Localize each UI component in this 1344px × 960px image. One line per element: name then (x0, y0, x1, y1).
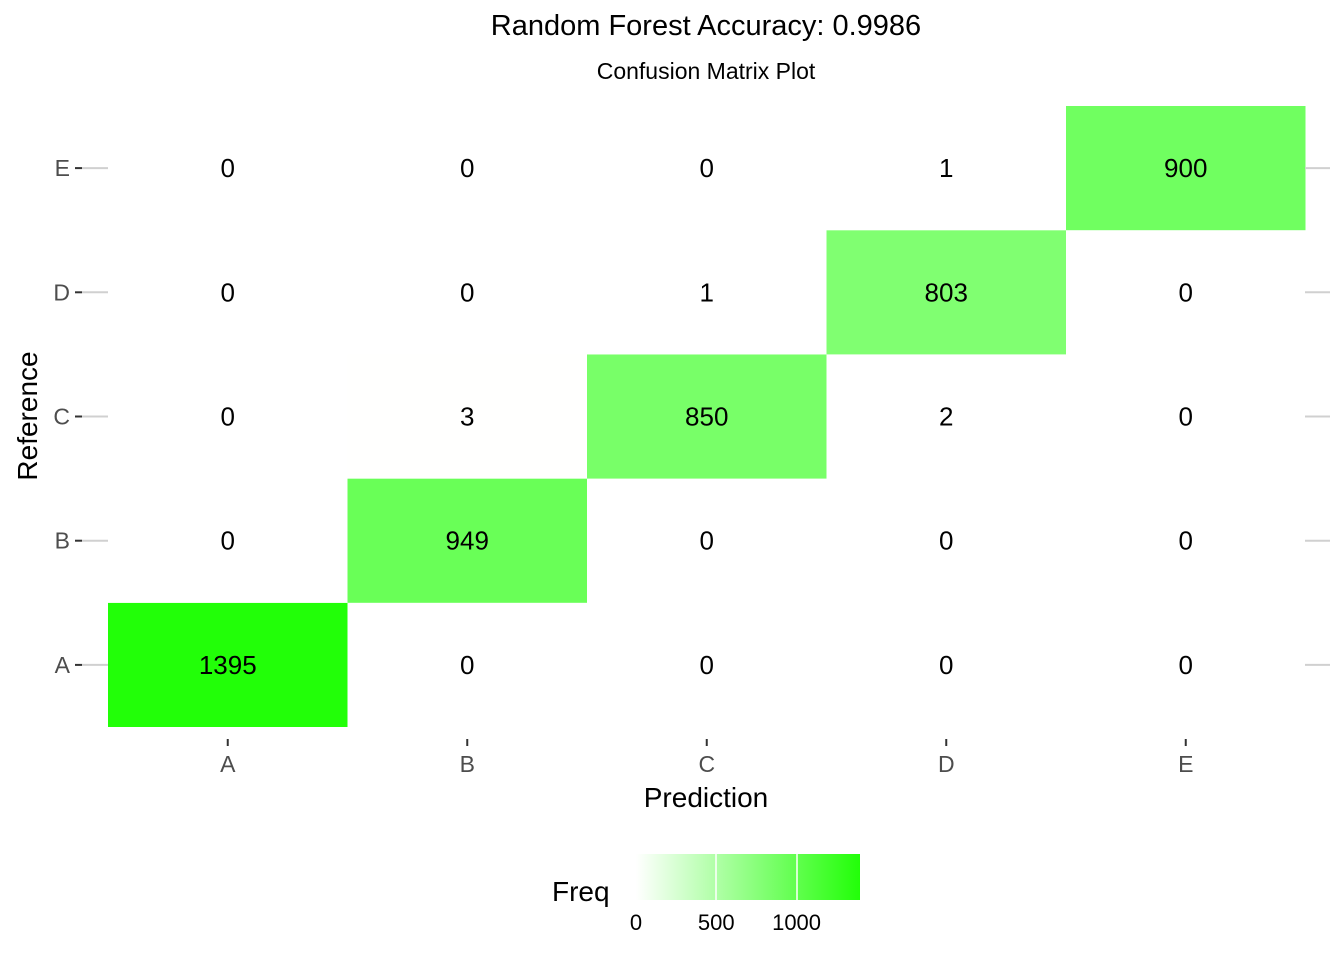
heatmap-cell (826, 230, 1066, 355)
cell-value-label: 0 (460, 650, 474, 680)
cell-value-label: 0 (700, 153, 714, 183)
legend-tick-label: 500 (697, 910, 735, 935)
legend-tick-label: 0 (629, 910, 643, 935)
y-tick-label: D (53, 279, 70, 305)
heatmap-cell (108, 602, 348, 727)
x-tick-label: C (698, 751, 715, 777)
heatmap-cell (587, 602, 827, 727)
x-tick-label: B (460, 751, 475, 777)
cell-value-label: 0 (460, 277, 474, 307)
heatmap-cell (1066, 478, 1306, 603)
heatmap-cell (826, 106, 1066, 231)
heatmap-cell (1066, 602, 1306, 727)
cell-value-label: 0 (1179, 277, 1193, 307)
cell-value-label: 0 (1179, 402, 1193, 432)
heatmap-cell (826, 354, 1066, 479)
cell-value-label: 2 (939, 402, 953, 432)
y-tick-label: A (55, 652, 71, 678)
heatmap-cell (108, 478, 348, 603)
cell-value-label: 949 (446, 526, 489, 556)
cells-layer (108, 106, 1306, 727)
heatmap-cell (1066, 354, 1306, 479)
heatmap-cell (347, 602, 587, 727)
legend-tick-mark (795, 854, 798, 900)
cell-value-label: 0 (939, 526, 953, 556)
y-tick-label: B (55, 528, 70, 554)
heatmap-cell (347, 106, 587, 231)
cell-value-label: 0 (221, 153, 235, 183)
x-axis-label: Prediction (643, 782, 769, 813)
legend-title: Freq (552, 876, 610, 907)
chart-subtitle: Confusion Matrix Plot (596, 58, 816, 84)
legend-tick-mark (715, 854, 718, 900)
cell-value-label: 803 (925, 277, 968, 307)
heatmap-cell (587, 354, 827, 479)
y-tick-label: E (55, 155, 70, 181)
axes-layer: A B C D E A B C D E (53, 155, 1330, 777)
heatmap-cell (108, 354, 348, 479)
legend-color-bar (636, 854, 860, 900)
cell-value-label: 0 (1179, 650, 1193, 680)
heatmap-cell (1066, 106, 1306, 231)
cell-labels-layer: 1395 0 0 0 0 0 949 0 0 0 0 3 850 2 0 0 0 1 803 0 0 0 0 1 900 (199, 153, 1208, 680)
heatmap-cell (587, 106, 827, 231)
heatmap-cell (347, 478, 587, 603)
cell-value-label: 1395 (199, 650, 257, 680)
cell-value-label: 0 (700, 526, 714, 556)
heatmap-cell (347, 230, 587, 355)
heatmap-cell (108, 106, 348, 231)
cell-value-label: 0 (1179, 526, 1193, 556)
cell-value-label: 1 (700, 277, 714, 307)
cell-value-label: 0 (221, 277, 235, 307)
heatmap-cell (587, 478, 827, 603)
heatmap-cell (587, 230, 827, 355)
cell-value-label: 0 (221, 526, 235, 556)
heatmap-cell (826, 602, 1066, 727)
y-axis-label: Reference (12, 351, 43, 481)
x-tick-label: D (938, 751, 955, 777)
cell-value-label: 0 (700, 650, 714, 680)
heatmap-cell (108, 230, 348, 355)
cell-value-label: 0 (221, 402, 235, 432)
legend-tick-label: 1000 (772, 910, 822, 935)
cell-value-label: 3 (460, 402, 474, 432)
y-tick-label: C (53, 404, 70, 430)
cell-value-label: 1 (939, 153, 953, 183)
chart-title: Random Forest Accuracy: 0.9986 (490, 10, 922, 42)
cell-value-label: 900 (1164, 153, 1207, 183)
heatmap-cell (826, 478, 1066, 603)
heatmap-cell (347, 354, 587, 479)
cell-value-label: 0 (939, 650, 953, 680)
x-tick-label: E (1178, 751, 1193, 777)
cell-value-label: 0 (460, 153, 474, 183)
cell-value-label: 850 (685, 402, 728, 432)
x-tick-label: A (220, 751, 236, 777)
heatmap-cell (1066, 230, 1306, 355)
